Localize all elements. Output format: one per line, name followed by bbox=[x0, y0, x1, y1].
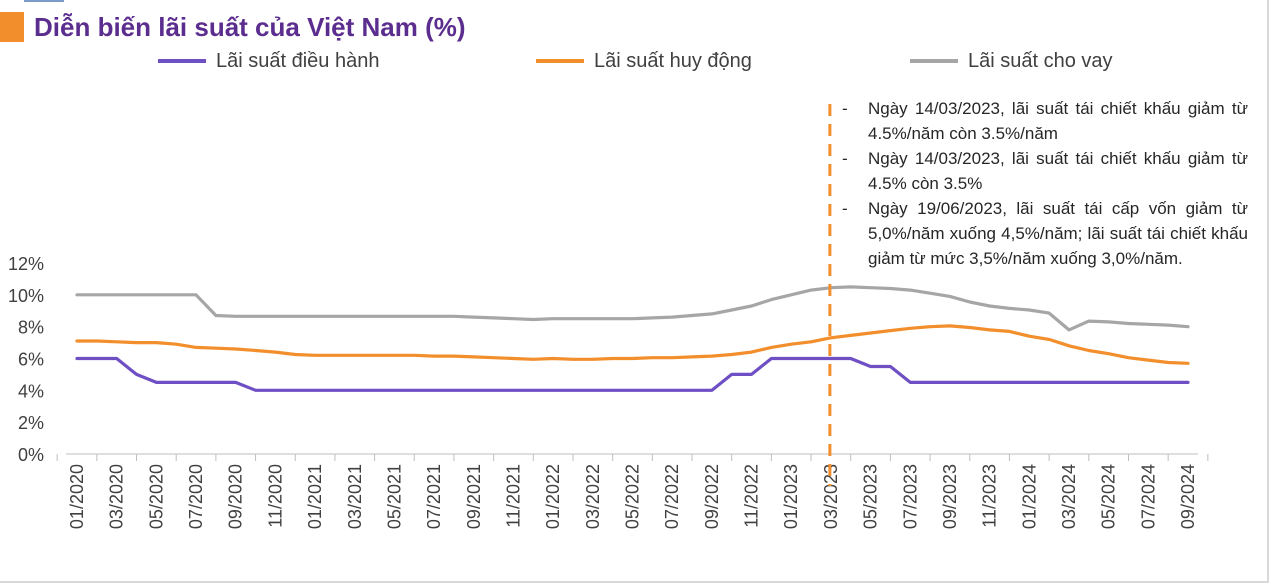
x-tick-label: 07/2022 bbox=[662, 464, 682, 529]
x-tick-label: 05/2021 bbox=[384, 464, 404, 529]
annotation-note-text: Ngày 19/06/2023, lãi suất tái cấp vốn gi… bbox=[868, 199, 1248, 268]
x-tick-label: 01/2023 bbox=[781, 464, 801, 529]
x-tick-label: 01/2021 bbox=[305, 464, 325, 529]
x-tick-label: 03/2020 bbox=[107, 464, 127, 529]
x-tick-label: 03/2024 bbox=[1059, 464, 1079, 529]
legend-label-cho-vay: Lãi suất cho vay bbox=[968, 49, 1113, 72]
x-tick-label: 05/2022 bbox=[623, 464, 643, 529]
legend-label-huy-dong: Lãi suất huy động bbox=[594, 49, 752, 72]
title-marker bbox=[0, 12, 24, 42]
x-tick-label: 01/2020 bbox=[67, 464, 87, 529]
x-tick-label: 07/2021 bbox=[424, 464, 444, 529]
y-tick-label: 6% bbox=[18, 350, 44, 370]
legend-swatch-cho-vay bbox=[910, 59, 958, 63]
x-tick-label: 05/2023 bbox=[861, 464, 881, 529]
x-tick-label: 09/2023 bbox=[940, 464, 960, 529]
x-tick-label: 11/2021 bbox=[503, 464, 523, 528]
y-tick-label: 8% bbox=[18, 318, 44, 338]
annotation-note: - Ngày 14/03/2023, lãi suất tái chiết khấ… bbox=[842, 99, 1248, 143]
series-line-2 bbox=[75, 324, 1190, 365]
legend-item-huy-dong: Lãi suất huy động bbox=[536, 48, 752, 74]
y-tick-label: 0% bbox=[18, 445, 44, 465]
legend-swatch-huy-dong bbox=[536, 59, 584, 63]
x-tick-label: 09/2024 bbox=[1178, 464, 1198, 529]
x-tick-label: 07/2023 bbox=[900, 464, 920, 529]
legend-swatch-dieu-hanh bbox=[158, 59, 206, 63]
x-tick-label: 09/2021 bbox=[464, 464, 484, 529]
series-line-3 bbox=[75, 285, 1190, 332]
x-tick-label: 05/2024 bbox=[1099, 464, 1119, 529]
x-tick-label: 11/2023 bbox=[980, 464, 1000, 528]
legend-label-dieu-hanh: Lãi suất điều hành bbox=[216, 49, 380, 72]
annotation-note-text: Ngày 14/03/2023, lãi suất tái chiết khấu… bbox=[868, 149, 1248, 193]
x-tick-label: 01/2022 bbox=[543, 464, 563, 529]
legend-item-cho-vay: Lãi suất cho vay bbox=[910, 48, 1113, 74]
x-tick-label: 07/2020 bbox=[186, 464, 206, 529]
x-tick-label: 11/2020 bbox=[265, 464, 285, 528]
x-tick-label: 03/2022 bbox=[583, 464, 603, 529]
chart-title: Diễn biến lãi suất của Việt Nam (%) bbox=[34, 12, 466, 42]
x-tick-label: 03/2021 bbox=[345, 464, 365, 529]
y-tick-label: 4% bbox=[18, 381, 44, 401]
legend-item-dieu-hanh: Lãi suất điều hành bbox=[158, 48, 379, 74]
annotation-note: - Ngày 14/03/2023, lãi suất tái chiết khấ… bbox=[842, 149, 1248, 193]
x-tick-label: 07/2024 bbox=[1138, 464, 1158, 529]
annotation-note: - Ngày 19/06/2023, lãi suất tái cấp vốn g… bbox=[842, 199, 1248, 268]
x-tick-label: 09/2022 bbox=[702, 464, 722, 529]
series-line-1 bbox=[75, 356, 1190, 392]
top-accent-bar bbox=[24, 0, 64, 2]
x-tick-label: 09/2020 bbox=[226, 464, 246, 529]
annotation-box: - Ngày 14/03/2023, lãi suất tái chiết khấ… bbox=[842, 96, 1248, 271]
y-tick-label: 2% bbox=[18, 413, 44, 433]
y-tick-label: 10% bbox=[8, 286, 44, 306]
x-tick-label: 03/2023 bbox=[821, 464, 841, 529]
x-tick-label: 01/2024 bbox=[1019, 464, 1039, 529]
x-tick-label: 05/2020 bbox=[146, 464, 166, 529]
x-tick-label: 11/2022 bbox=[742, 464, 762, 528]
annotation-note-text: Ngày 14/03/2023, lãi suất tái chiết khấu… bbox=[868, 99, 1248, 143]
y-tick-label: 12% bbox=[8, 254, 44, 274]
